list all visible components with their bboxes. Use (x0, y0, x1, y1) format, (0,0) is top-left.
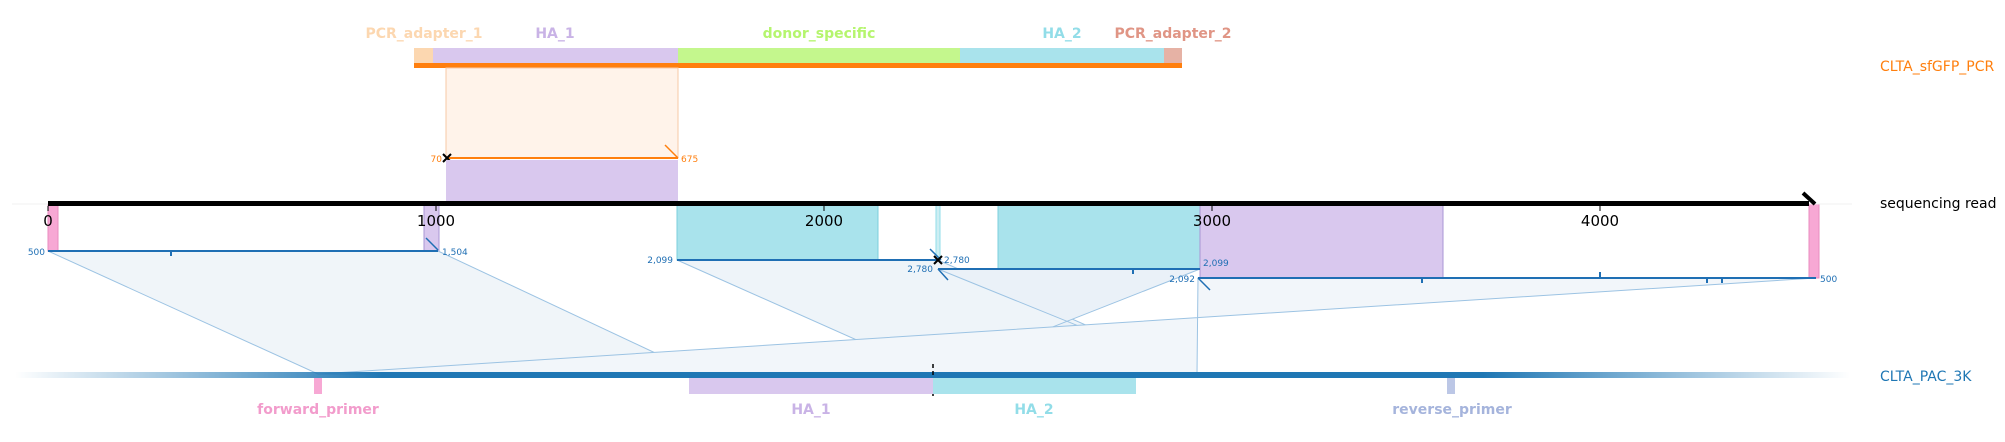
alignment-3-end-hook (937, 268, 949, 281)
alignment-connectors: 500 1,504 2,099 2,780 2,780 2,099 2,092 … (28, 237, 1837, 375)
read-ha-1-block-upper (446, 160, 678, 204)
pcr-track: PCR_adapter_1 HA_1 donor_specific HA_2 P… (365, 26, 1994, 165)
genome-forward-primer-label: forward_primer (257, 402, 379, 418)
genome-ha-1-label: HA_1 (791, 402, 830, 418)
alignment-4-end-hook (1197, 277, 1211, 291)
alignment-2-mismatch-icon (933, 255, 943, 265)
genome-reverse-primer-label: reverse_primer (1392, 402, 1512, 418)
pcr-track-bar (414, 63, 1182, 68)
pcr-ha-2-label: HA_2 (1042, 26, 1081, 42)
read-track: 0 1000 2000 3000 4000 sequencing read (12, 160, 1996, 279)
pcr-alignment-end-label: 675 (681, 155, 698, 165)
axis-tick-label: 4000 (1581, 212, 1619, 230)
read-axis-end-hook (1801, 191, 1817, 206)
genome-track: forward_primer HA_1 HA_2 reverse_primer … (15, 364, 1972, 418)
read-ha-1-block-b (1199, 203, 1444, 279)
read-ha-2-block-b (935, 203, 941, 261)
axis-tick-label: 1000 (417, 212, 455, 230)
read-track-label: sequencing read (1880, 196, 1996, 212)
read-axis-ticks (47, 206, 1601, 211)
axis-tick-label: 2000 (805, 212, 843, 230)
alignment-1-end-hook (425, 237, 439, 251)
genome-ha-1-block (689, 378, 933, 394)
genome-track-label: CLTA_PAC_3K (1880, 369, 1972, 385)
pcr-alignment-start-label: 70 (431, 155, 443, 165)
pcr-donor-specific-block (678, 48, 960, 63)
pcr-track-label: CLTA_sfGFP_PCR (1880, 59, 1994, 75)
read-ha-2-block-a (676, 203, 879, 261)
read-primer-block-end (1808, 203, 1820, 279)
read-axis-bar (48, 201, 1809, 206)
genome-reverse-primer-block (1447, 378, 1455, 394)
pcr-adapter-2-label: PCR_adapter_2 (1114, 26, 1231, 42)
pcr-ha-1-block (433, 48, 678, 63)
pcr-adapter-2-block (1164, 48, 1182, 63)
pcr-adapter-1-label: PCR_adapter_1 (365, 26, 482, 42)
alignment-3-end-label: 2,099 (1203, 259, 1229, 269)
axis-tick-label: 3000 (1193, 212, 1231, 230)
pcr-alignment-shade (445, 67, 679, 159)
alignment-2-start-label: 2,099 (647, 256, 673, 266)
alignment-2-end-label: 2,780 (944, 256, 970, 266)
pcr-donor-specific-label: donor_specific (763, 26, 876, 42)
genome-ha-2-block (933, 378, 1136, 394)
alignment-4-start-label: 2,092 (1169, 275, 1195, 285)
read-ha-2-block-c (997, 203, 1201, 270)
pcr-adapter-1-block (414, 48, 433, 63)
alignment-4-mismatch-ticks (1421, 272, 1723, 283)
genome-ha-2-label: HA_2 (1014, 402, 1053, 418)
alignment-1-end-label: 1,504 (442, 248, 468, 258)
alignment-4-end-label: 500 (1820, 275, 1837, 285)
pcr-ha-1-label: HA_1 (535, 26, 574, 42)
alignment-1-start-label: 500 (28, 248, 45, 258)
genome-forward-primer-block (314, 378, 322, 394)
pcr-alignment-end-hook (664, 144, 679, 159)
axis-tick-label: 0 (43, 212, 53, 230)
alignment-3-start-label: 2,780 (907, 265, 933, 275)
pcr-ha-2-block (960, 48, 1164, 63)
